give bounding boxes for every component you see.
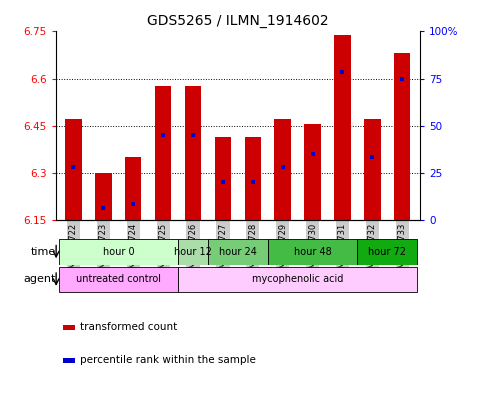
Text: hour 48: hour 48 [294, 247, 331, 257]
Bar [95, 173, 112, 220]
Bar [63, 358, 75, 362]
Text: hour 72: hour 72 [369, 247, 406, 257]
Bar [274, 119, 291, 220]
Bar [63, 325, 75, 330]
Text: agent: agent [24, 274, 56, 285]
Bar [394, 53, 411, 220]
Text: hour 0: hour 0 [102, 247, 134, 257]
Bar [304, 124, 321, 220]
Bar [65, 119, 82, 220]
Bar [208, 239, 268, 265]
Text: untreated control: untreated control [76, 274, 161, 285]
Bar [244, 137, 261, 220]
Bar [178, 266, 417, 292]
Bar [364, 119, 381, 220]
Bar [178, 239, 208, 265]
Text: hour 24: hour 24 [219, 247, 257, 257]
Bar [125, 157, 142, 220]
Bar [334, 35, 351, 220]
Text: transformed count: transformed count [80, 322, 178, 332]
Title: GDS5265 / ILMN_1914602: GDS5265 / ILMN_1914602 [147, 14, 329, 28]
Text: mycophenolic acid: mycophenolic acid [252, 274, 343, 285]
Text: hour 12: hour 12 [174, 247, 212, 257]
Text: percentile rank within the sample: percentile rank within the sample [80, 355, 256, 365]
Bar [155, 86, 171, 220]
Text: time: time [31, 247, 56, 257]
Bar [58, 266, 178, 292]
Bar [58, 239, 178, 265]
Bar [215, 137, 231, 220]
Bar [185, 86, 201, 220]
Bar [268, 239, 357, 265]
Bar [357, 239, 417, 265]
